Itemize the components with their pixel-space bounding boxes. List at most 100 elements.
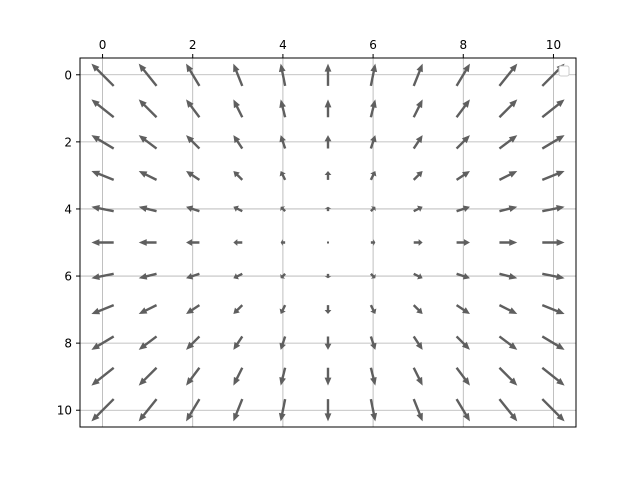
arrow [370, 272, 376, 279]
arrow [91, 272, 114, 281]
arrow [455, 170, 470, 181]
arrow [455, 398, 470, 422]
arrow [233, 63, 244, 87]
arrow [138, 170, 158, 181]
arrow [541, 398, 565, 422]
x-tick-label: 10 [546, 38, 561, 52]
arrow [498, 304, 518, 315]
arrow [369, 367, 377, 386]
arrow [413, 205, 423, 213]
arrow [541, 135, 565, 150]
arrow [370, 206, 376, 213]
arrow [186, 272, 200, 280]
arrow [138, 398, 158, 422]
arrow [369, 304, 377, 315]
arrow [327, 241, 329, 244]
arrow [412, 63, 423, 87]
arrow [279, 135, 287, 149]
arrow [138, 272, 157, 280]
arrow [91, 398, 115, 422]
arrow [369, 336, 377, 350]
arrow [541, 304, 565, 315]
arrow [369, 63, 378, 87]
arrow [279, 99, 287, 118]
arrow [186, 239, 200, 246]
arrow [498, 366, 518, 386]
arrow [278, 398, 287, 422]
arrow [456, 205, 470, 213]
arrow [455, 335, 470, 350]
arrow [369, 398, 378, 422]
x-tick-label: 6 [369, 38, 377, 52]
arrow [541, 335, 565, 350]
arrow [499, 205, 518, 213]
arrow [456, 239, 470, 246]
arrow [233, 304, 244, 315]
arrow [455, 304, 470, 315]
arrow [498, 398, 518, 422]
x-tick-label: 2 [189, 38, 197, 52]
arrow [541, 99, 565, 119]
arrow [412, 335, 423, 350]
arrow [280, 206, 286, 213]
y-tick-label: 6 [64, 270, 72, 284]
arrow [91, 335, 115, 350]
arrow [91, 63, 115, 87]
arrow [280, 239, 286, 246]
arrow [233, 367, 244, 386]
arrow [186, 367, 201, 386]
arrow [412, 170, 423, 181]
arrow [455, 63, 470, 87]
arrow [542, 272, 565, 281]
arrow [324, 367, 332, 386]
arrow [324, 170, 332, 180]
arrow [498, 135, 518, 150]
arrow [186, 170, 201, 181]
arrow [186, 99, 201, 118]
arrow [455, 99, 470, 118]
arrow [413, 272, 423, 280]
arrow [412, 398, 423, 422]
y-tick-label: 4 [64, 202, 72, 216]
arrow [369, 135, 377, 149]
arrow [324, 135, 332, 149]
arrow [280, 272, 286, 279]
arrow [498, 335, 518, 350]
arrow [324, 336, 332, 350]
arrow [456, 272, 470, 280]
plot-frame [79, 57, 577, 428]
axis-ticks: 0 2 4 6 8 10 0 2 4 6 8 10 [57, 38, 561, 418]
arrow [186, 135, 201, 150]
y-tick-label: 8 [64, 337, 72, 351]
arrow [412, 304, 423, 315]
y-tick-label: 10 [57, 404, 72, 418]
arrow [186, 335, 201, 350]
arrow [279, 367, 287, 386]
arrow [541, 366, 565, 386]
arrow [324, 63, 332, 86]
arrow [233, 205, 243, 213]
arrow [91, 239, 114, 246]
arrow [233, 335, 244, 350]
arrow [91, 366, 115, 386]
arrow [91, 304, 115, 315]
arrow [324, 273, 332, 279]
arrow [412, 99, 423, 118]
arrow [186, 304, 201, 315]
arrow [542, 239, 565, 246]
arrow [413, 239, 423, 246]
arrow [498, 99, 518, 119]
arrow [138, 304, 158, 315]
arrow [233, 99, 244, 118]
arrow [138, 335, 158, 350]
arrow [138, 205, 157, 213]
arrow [324, 206, 332, 212]
y-tick-label: 0 [64, 68, 72, 82]
arrow [91, 135, 115, 150]
arrow [542, 204, 565, 213]
y-tick-label: 2 [64, 135, 72, 149]
arrow [455, 135, 470, 150]
arrow [370, 239, 376, 246]
